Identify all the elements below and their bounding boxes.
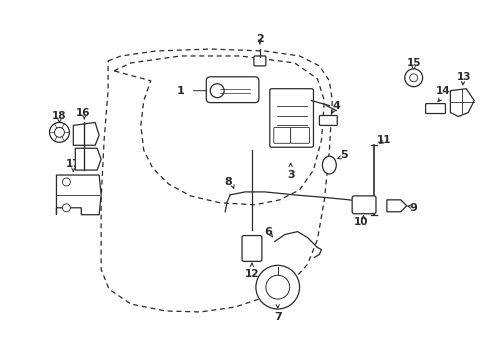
Text: 17: 17 xyxy=(66,159,81,169)
FancyBboxPatch shape xyxy=(351,196,375,214)
Text: 13: 13 xyxy=(456,72,470,82)
FancyBboxPatch shape xyxy=(290,127,309,143)
Text: 3: 3 xyxy=(286,170,294,180)
Circle shape xyxy=(62,178,70,186)
FancyBboxPatch shape xyxy=(242,235,262,261)
Text: 11: 11 xyxy=(376,135,390,145)
Circle shape xyxy=(404,69,422,87)
Text: 18: 18 xyxy=(52,112,66,121)
FancyBboxPatch shape xyxy=(206,77,258,103)
Text: 12: 12 xyxy=(244,269,259,279)
Text: 16: 16 xyxy=(76,108,90,117)
Polygon shape xyxy=(56,175,101,215)
Text: 15: 15 xyxy=(406,58,420,68)
Circle shape xyxy=(210,84,224,98)
Polygon shape xyxy=(449,89,473,117)
Text: 10: 10 xyxy=(353,217,367,227)
Text: 4: 4 xyxy=(332,100,340,111)
Circle shape xyxy=(62,204,70,212)
FancyBboxPatch shape xyxy=(253,56,265,66)
FancyBboxPatch shape xyxy=(273,127,290,143)
FancyBboxPatch shape xyxy=(269,89,313,147)
Text: 7: 7 xyxy=(273,312,281,322)
Polygon shape xyxy=(73,122,99,145)
Circle shape xyxy=(265,275,289,299)
FancyBboxPatch shape xyxy=(319,116,337,125)
Text: 2: 2 xyxy=(256,34,263,44)
Text: 9: 9 xyxy=(409,203,417,213)
Circle shape xyxy=(54,127,64,137)
Circle shape xyxy=(255,265,299,309)
Text: 8: 8 xyxy=(224,177,231,187)
Polygon shape xyxy=(386,200,406,212)
Text: 1: 1 xyxy=(176,86,184,96)
Circle shape xyxy=(409,74,417,82)
Polygon shape xyxy=(75,148,101,170)
Text: 5: 5 xyxy=(340,150,347,160)
Ellipse shape xyxy=(322,156,336,174)
Text: 6: 6 xyxy=(264,226,271,237)
Text: 14: 14 xyxy=(435,86,450,96)
FancyBboxPatch shape xyxy=(425,104,445,113)
Circle shape xyxy=(49,122,69,142)
